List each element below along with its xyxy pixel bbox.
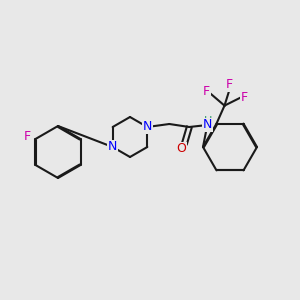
Text: F: F	[203, 85, 210, 98]
Text: F: F	[23, 130, 31, 143]
Text: H: H	[204, 116, 212, 126]
Text: N: N	[202, 118, 212, 131]
Text: N: N	[142, 121, 152, 134]
Text: F: F	[241, 91, 248, 104]
Text: O: O	[176, 142, 186, 155]
Text: F: F	[226, 78, 233, 91]
Text: N: N	[108, 140, 117, 154]
